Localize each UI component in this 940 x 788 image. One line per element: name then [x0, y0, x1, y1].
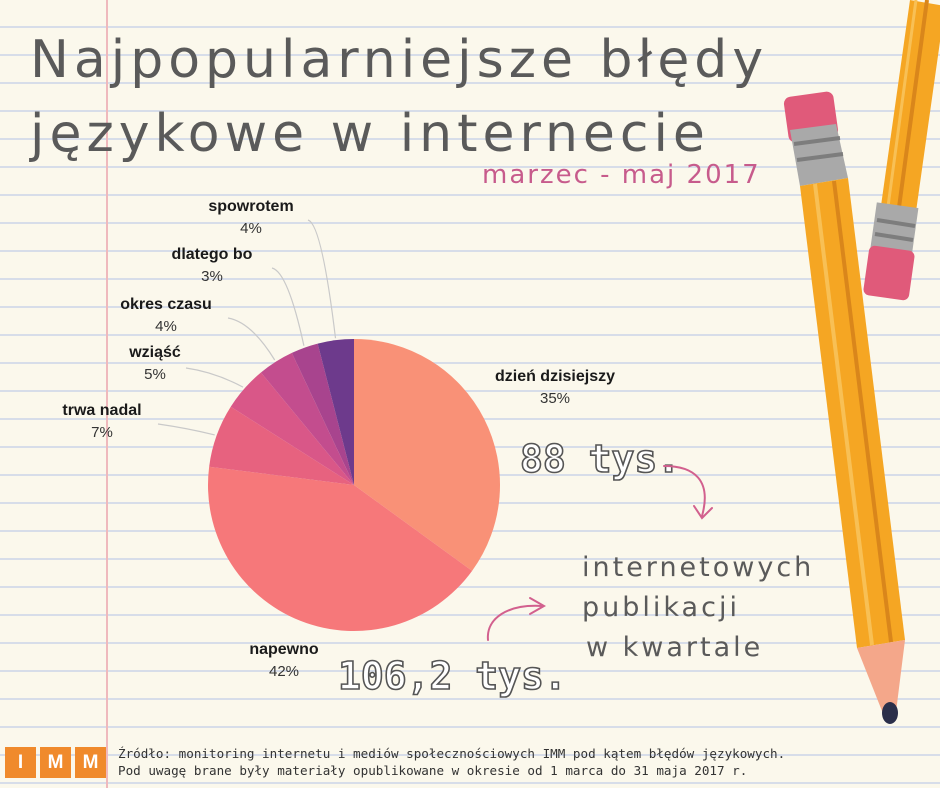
imm-logo: I M M [5, 747, 106, 778]
label-name: wziąść [129, 344, 181, 361]
pie-slice [209, 406, 354, 485]
source-note: Źródło: monitoring internetu i mediów sp… [118, 745, 785, 779]
label-pct: 5% [144, 366, 166, 383]
title-line-1: Najpopularniejsze błędy [30, 30, 769, 90]
logo-letter: M [40, 747, 71, 778]
subtitle: marzec - maj 2017 [482, 160, 761, 190]
arrow-icon [486, 597, 547, 641]
source-line-1: Źródło: monitoring internetu i mediów sp… [118, 746, 786, 761]
label-name: dzień dzisiejszy [494, 368, 616, 385]
label-name: dlatego bo [171, 246, 253, 263]
label-name: napewno [249, 641, 319, 658]
pie-slice [291, 343, 354, 485]
pie-slice [230, 372, 354, 485]
label-pct: 4% [155, 318, 177, 335]
pie-slice [260, 352, 354, 485]
label-okres-czasu: okres czasu 4% [108, 296, 224, 335]
label-trwa-nadal: trwa nadal 7% [52, 402, 152, 441]
arrow-icon [663, 465, 713, 520]
pencil-front-icon [783, 91, 905, 724]
pie-slice [207, 466, 473, 632]
label-name: okres czasu [120, 296, 212, 313]
label-dzien-dzisiejszy: dzień dzisiejszy 35% [480, 368, 630, 407]
label-wziasc: wziąść 5% [110, 344, 200, 383]
leader-line [307, 219, 337, 339]
stat-value-bottom: 106,2 tys. [337, 653, 567, 699]
label-pct: 4% [240, 220, 262, 237]
label-pct: 35% [539, 390, 571, 407]
logo-letter: I [5, 747, 36, 778]
leader-line [157, 423, 215, 436]
stat-text-line-1: internetowych [582, 552, 815, 583]
label-name: trwa nadal [62, 402, 142, 419]
stat-text-line-2: publikacji [582, 592, 740, 623]
label-name: spowrotem [208, 198, 294, 215]
label-pct: 3% [201, 268, 223, 285]
stat-description: internetowych publikacji w kwartale [582, 548, 814, 668]
pie-slice [354, 339, 501, 571]
pencil-back-icon [863, 0, 940, 301]
label-napewno: napewno 42% [234, 641, 334, 680]
label-spowrotem: spowrotem 4% [196, 198, 306, 237]
logo-letter: M [75, 747, 106, 778]
label-pct: 42% [268, 663, 300, 680]
leader-line [271, 267, 305, 346]
label-dlatego-bo: dlatego bo 3% [160, 246, 264, 285]
title-line-2: językowe w internecie [30, 104, 710, 164]
leader-line [185, 367, 244, 388]
notebook-margin-line [106, 0, 108, 788]
leader-line [227, 317, 276, 361]
pie-slice [317, 339, 354, 485]
source-line-2: Pod uwagę brane były materiały opublikow… [118, 763, 748, 778]
label-pct: 7% [91, 424, 113, 441]
stat-text-line-3: w kwartale [586, 632, 764, 663]
stat-value-top: 88 tys. [519, 436, 681, 482]
